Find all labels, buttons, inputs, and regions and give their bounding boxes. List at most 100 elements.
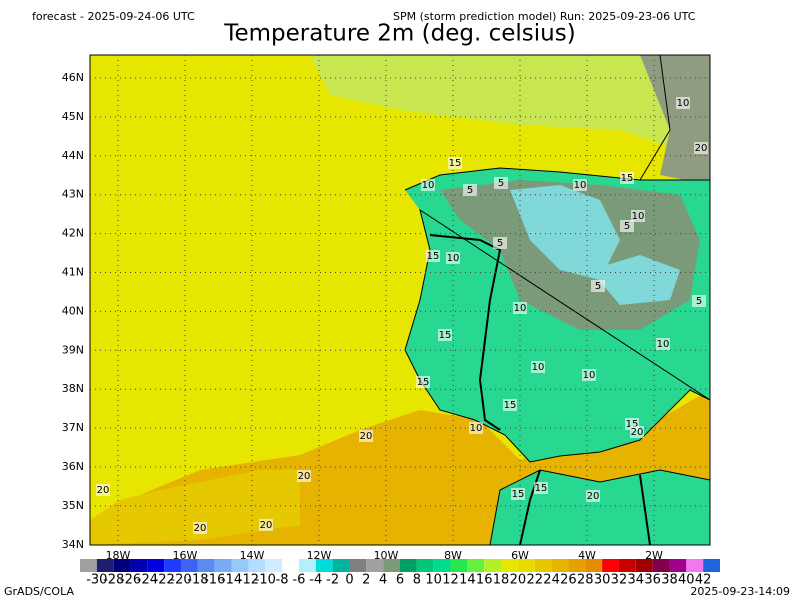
colorbar-label: 30 [594, 573, 611, 588]
lat-label: 44N [62, 149, 84, 162]
colorbar-label: 42 [695, 573, 712, 588]
contour-label: 10 [447, 253, 460, 264]
contour-label: 5 [498, 178, 504, 189]
contour-label-bg [582, 369, 596, 381]
contour-label: 10 [583, 370, 596, 381]
colorbar-swatch [400, 559, 417, 572]
lat-label: 40N [62, 304, 84, 317]
contour-label-bg [259, 519, 273, 531]
contour-label: 15 [621, 173, 634, 184]
forecast-time: forecast - 2025-09-24-06 UTC [32, 10, 195, 23]
colorbar-label: 32 [611, 573, 628, 588]
contour-label-bg [694, 142, 708, 154]
contour-label: 20 [360, 431, 373, 442]
contour-label-bg [446, 252, 460, 264]
contour-label-bg [573, 179, 587, 191]
warm-field [90, 470, 300, 545]
colorbar-swatch [501, 559, 518, 572]
contour-label-bg [426, 250, 440, 262]
contour-label: 5 [497, 238, 503, 249]
contour-label: 5 [696, 296, 702, 307]
colorbar-swatch [366, 559, 384, 572]
lon-label: 10W [374, 549, 399, 562]
cold-area [510, 185, 620, 280]
colorbar-swatch [703, 559, 720, 572]
lon-label: 14W [240, 549, 265, 562]
cold-area [590, 255, 680, 305]
coastline [404, 167, 710, 463]
contour-label-bg [531, 361, 545, 373]
map-area [90, 55, 710, 545]
contour-label: 20 [587, 491, 600, 502]
colorbar-label: 38 [661, 573, 678, 588]
contour-label-bg [620, 220, 634, 232]
colorbar-label: 10 [425, 573, 442, 588]
colorbar-swatch [568, 559, 586, 572]
colorbar-swatch [551, 559, 569, 572]
graticule: 46N 45N 44N 43N 42N 41N 40N 39N 38N 37N 36N 35N 34N 1… [62, 55, 710, 562]
colorbar-label: -10 [255, 573, 276, 588]
contour-label-bg [359, 430, 373, 442]
colorbar-label: 22 [526, 573, 543, 588]
colorbar-label: -4 [309, 573, 322, 588]
colorbar-label: -2 [326, 573, 339, 588]
colorbar-swatch [248, 559, 266, 572]
contour-label: 20 [695, 143, 708, 154]
contour-label: 15 [449, 158, 462, 169]
lon-label: 6W [511, 549, 529, 562]
colorbar-label: 0 [345, 573, 353, 588]
colorbar-label: 12 [442, 573, 459, 588]
contour-label: 10 [532, 362, 545, 373]
contour-label-bg [631, 210, 645, 222]
lon-label: 2W [645, 549, 663, 562]
colorbar-swatch [618, 559, 636, 572]
colorbar-label: 26 [560, 573, 577, 588]
lat-label: 43N [62, 188, 84, 201]
colorbar-swatch [164, 559, 182, 572]
contour-label: 10 [657, 339, 670, 350]
colorbar-swatch [534, 559, 552, 572]
coastline [489, 55, 710, 545]
colorbar-label: 2 [362, 573, 370, 588]
contour-label-bg [534, 482, 548, 494]
contour-label-bg [620, 172, 634, 184]
contour-label: 20 [298, 471, 311, 482]
colorbar-swatch [147, 559, 165, 572]
colorbar-label: 6 [396, 573, 404, 588]
colorbar-label: -18 [187, 573, 208, 588]
contour-label: 15 [439, 330, 452, 341]
colorbar-swatch [282, 559, 299, 572]
contour-label-bg [416, 376, 430, 388]
colorbar-label: -26 [120, 573, 141, 588]
colorbar-swatch [585, 559, 603, 572]
lon-label: 4W [578, 549, 596, 562]
contour-label-bg [630, 426, 644, 438]
colorbar-swatch [130, 559, 148, 572]
contour-label-bg [511, 488, 525, 500]
contour-label: 15 [417, 377, 430, 388]
colorbar-label: 14 [459, 573, 476, 588]
colorbar-swatch [433, 559, 451, 572]
contour-label-bg [692, 295, 706, 307]
contour-label: 20 [97, 485, 110, 496]
colorbar-swatch [349, 559, 367, 572]
contour-label-bg [463, 184, 477, 196]
colorbar-label: 40 [678, 573, 695, 588]
colorbar-swatch [416, 559, 434, 572]
colorbar-swatch [686, 559, 704, 572]
contour-label-bg [503, 399, 517, 411]
colorbar-swatch [80, 559, 97, 572]
colorbar-label: 20 [510, 573, 527, 588]
contour-label: 15 [504, 400, 517, 411]
contour-label: 20 [260, 520, 273, 531]
contour-label-bg [193, 522, 207, 534]
colorbar-label: -22 [154, 573, 175, 588]
colorbar-swatch [96, 559, 114, 572]
colorbar-swatch [652, 559, 670, 572]
contour-label-bg [96, 484, 110, 496]
contour-label: 10 [514, 303, 527, 314]
colorbar-swatch [450, 559, 468, 572]
colorbar-swatch [332, 559, 350, 572]
